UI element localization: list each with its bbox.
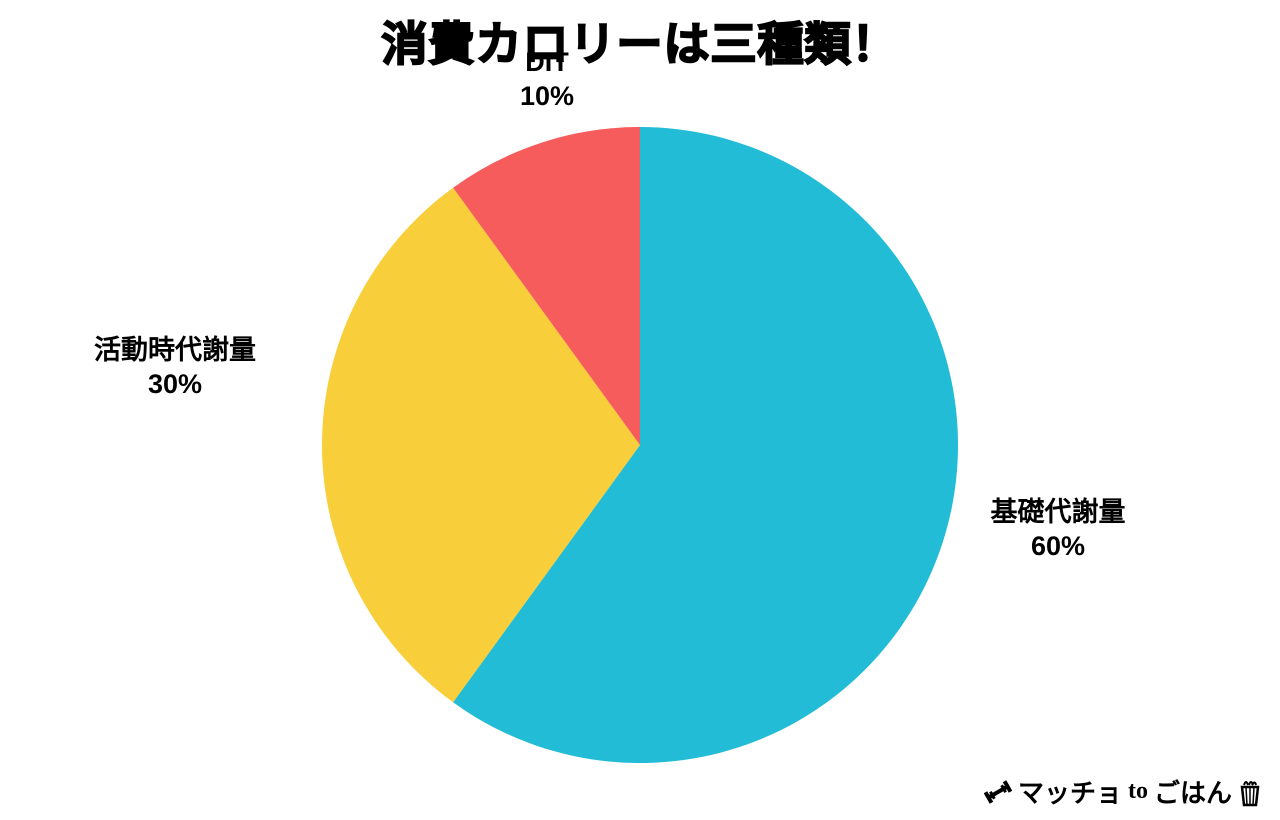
rice-icon: [1238, 777, 1262, 807]
pie-chart: [322, 127, 958, 763]
brand-text-2: to: [1128, 778, 1148, 805]
slice-label-DIT: DIT10%: [520, 46, 574, 114]
chart-title: 消費カロリーは三種類！: [382, 8, 899, 74]
slice-label-基礎代謝量: 基礎代謝量60%: [991, 496, 1126, 564]
pie-svg: [322, 127, 958, 763]
brand-text-3: ごはん: [1154, 773, 1232, 810]
brand-watermark: マッチョ to ごはん: [984, 773, 1262, 810]
slice-label-活動時代謝量: 活動時代謝量30%: [94, 334, 256, 402]
brand-text-1: マッチョ: [1018, 773, 1122, 810]
dumbbell-icon: [984, 778, 1012, 806]
